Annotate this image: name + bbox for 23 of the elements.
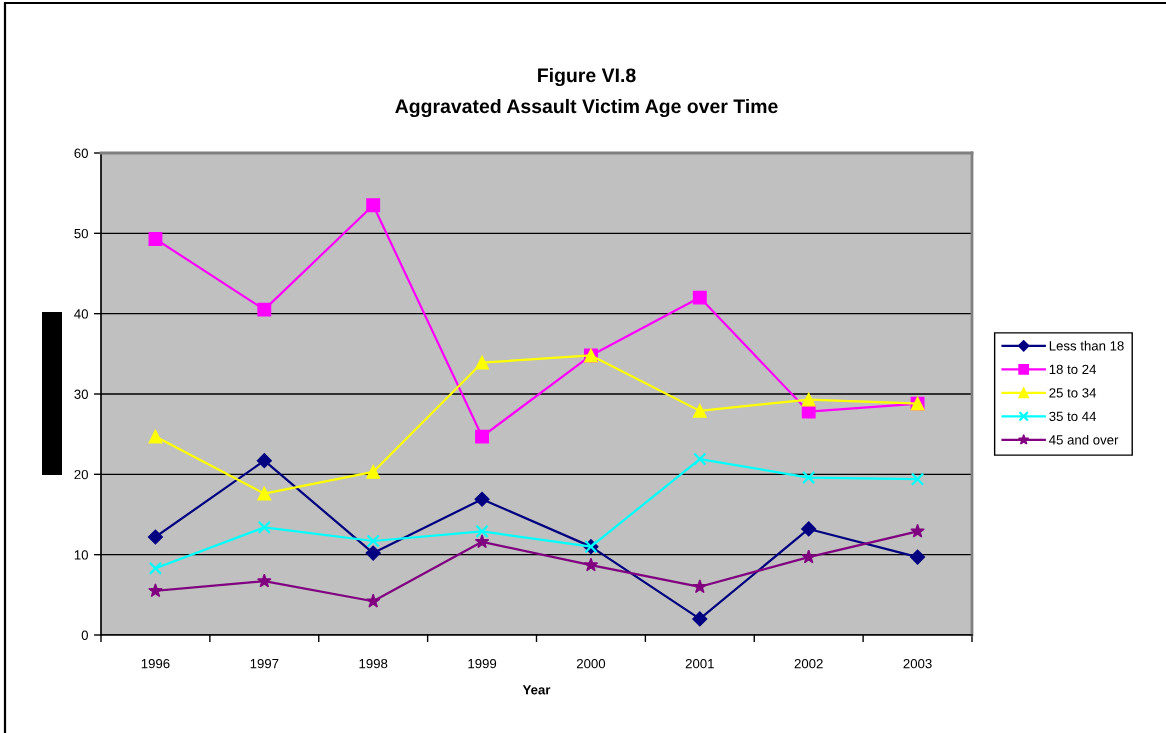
x-tick-label: 1998 [359,658,388,669]
x-axis-title: Year [522,685,551,695]
legend-label: 25 to 34 [1049,388,1097,398]
y-tick-label: 10 [74,550,88,560]
legend-label: 45 and over [1049,434,1119,445]
y-tick-label: 0 [81,630,88,640]
x-tick-label: 2000 [576,658,606,669]
legend-label: 18 to 24 [1049,364,1097,375]
chart-title: Figure VI.8 [538,67,636,87]
y-tick-label: 20 [74,469,88,480]
legend-label: Less than 18 [1049,340,1124,351]
y-tick-label: 50 [74,228,88,239]
x-tick-label: 2001 [685,658,714,669]
x-tick-label: 2002 [794,658,823,669]
x-tick-label: 1996 [141,658,170,669]
legend-label: 35 to 44 [1049,411,1097,422]
x-tick-label: 2003 [903,658,932,669]
y-tick-label: 60 [74,148,88,158]
y-tick-label: 40 [74,309,88,319]
y-tick-label: 30 [74,389,88,399]
x-tick-label: 1997 [250,658,279,669]
chart-subtitle: Aggravated Assault Victim Age over Time [395,98,778,118]
x-tick-label: 1999 [468,658,497,669]
